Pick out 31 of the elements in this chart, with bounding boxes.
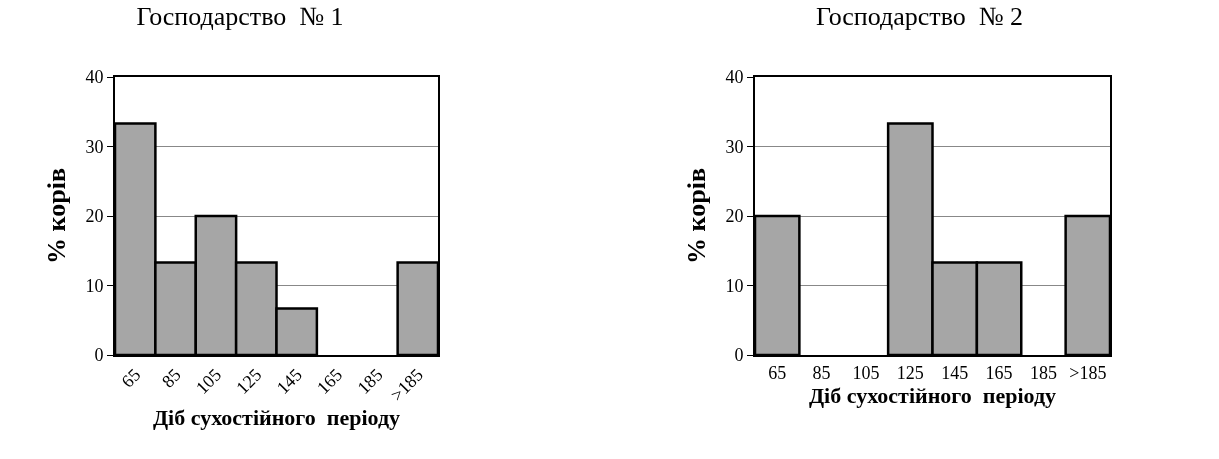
y-tick-label: 0 <box>94 345 104 366</box>
x-tick-label: 145 <box>272 364 306 398</box>
x-tick-label: 85 <box>157 364 185 392</box>
x-tick-label: 185 <box>353 364 387 398</box>
x-axis-title: Діб сухостійного періоду <box>808 383 1057 408</box>
y-axis-title: % корів <box>42 168 72 264</box>
x-tick-label: 125 <box>896 362 924 383</box>
x-tick-label: 65 <box>117 364 145 392</box>
chart-title: Господарство № 1 <box>136 2 344 32</box>
x-tick-label: >185 <box>1069 362 1107 383</box>
chart-title: Господарство № 2 <box>815 2 1024 32</box>
x-tick-label: 125 <box>232 364 266 398</box>
x-tick-label: 165 <box>985 362 1013 383</box>
x-tick-label: 85 <box>812 362 831 383</box>
x-tick-label: 105 <box>191 364 226 398</box>
y-tick-label: 10 <box>85 275 104 296</box>
x-axis-title: Діб сухостійного періоду <box>152 405 401 431</box>
x-tick-label: 65 <box>768 362 787 383</box>
y-tick-label: 40 <box>85 67 104 88</box>
y-axis-title: % корів <box>682 168 712 264</box>
y-tick-label: 30 <box>725 136 744 157</box>
x-tick-label: 185 <box>1029 362 1057 383</box>
x-tick-label: 165 <box>313 364 347 398</box>
y-tick-label: 10 <box>725 275 744 296</box>
y-tick-label: 20 <box>725 206 744 227</box>
y-tick-label: 30 <box>85 136 104 157</box>
x-tick-label: 145 <box>941 362 969 383</box>
y-tick-label: 40 <box>725 67 744 88</box>
y-tick-label: 0 <box>734 345 744 366</box>
x-tick-label: 105 <box>852 362 880 383</box>
y-tick-label: 20 <box>85 206 104 227</box>
